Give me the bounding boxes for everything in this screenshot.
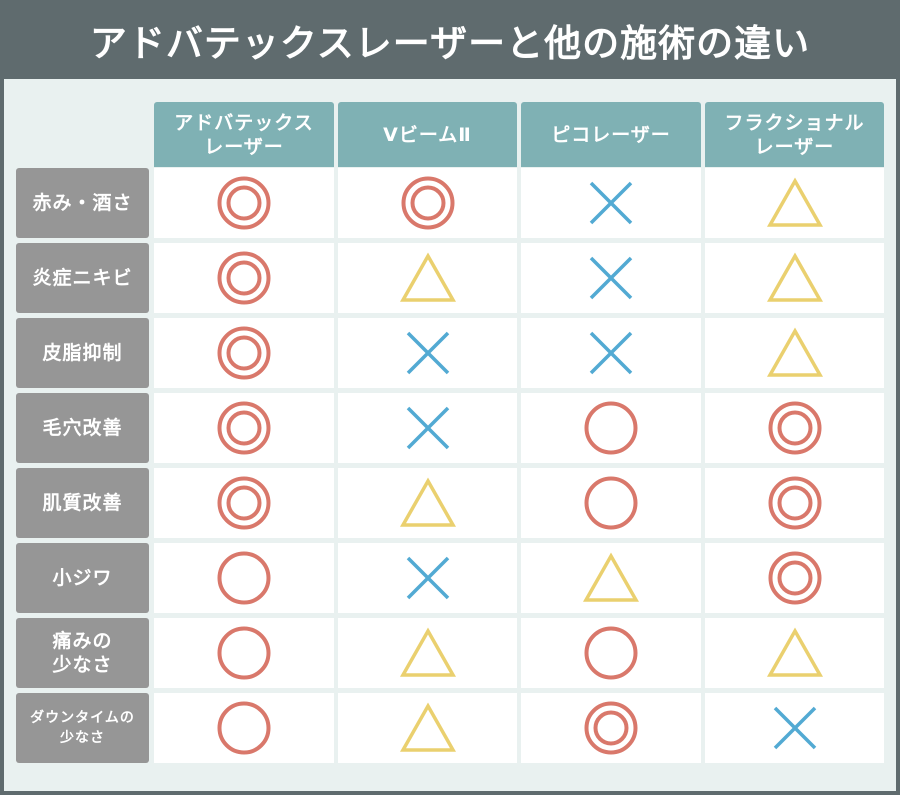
cross-icon — [589, 256, 633, 300]
rating-cell — [521, 243, 701, 313]
rating-cell — [338, 693, 517, 763]
rating-cell — [154, 618, 334, 688]
rating-cell — [154, 393, 334, 463]
row-header: 毛穴改善 — [16, 393, 149, 463]
cross-icon — [406, 331, 449, 375]
row-header: 小ジワ — [16, 543, 149, 613]
double-circle-icon — [217, 176, 271, 230]
triangle-icon — [766, 177, 823, 227]
column-header: アドバテックス レーザー — [154, 102, 334, 167]
rating-cell — [338, 318, 517, 388]
circle-icon — [584, 476, 638, 530]
rating-cell — [154, 693, 334, 763]
row-header: ダウンタイムの 少なさ — [16, 693, 149, 763]
rating-cell — [521, 318, 701, 388]
double-circle-icon — [217, 476, 271, 530]
triangle-icon — [766, 627, 823, 677]
row-header: 炎症ニキビ — [16, 243, 149, 313]
double-circle-icon — [217, 401, 271, 455]
rating-cell — [154, 468, 334, 538]
rating-cell — [521, 468, 701, 538]
cross-icon — [406, 556, 449, 600]
rating-cell — [154, 543, 334, 613]
column-header: ピコレーザー — [521, 102, 701, 167]
row-header: 痛みの 少なさ — [16, 618, 149, 688]
cross-icon — [406, 406, 449, 450]
rating-cell — [338, 243, 517, 313]
triangle-icon — [399, 627, 456, 677]
double-circle-icon — [768, 401, 821, 455]
triangle-icon — [766, 252, 823, 302]
rating-cell — [705, 168, 884, 238]
rating-cell — [154, 243, 334, 313]
triangle-icon — [766, 327, 823, 377]
rating-cell — [705, 393, 884, 463]
circle-icon — [584, 401, 638, 455]
rating-cell — [705, 318, 884, 388]
rating-cell — [705, 693, 884, 763]
rating-cell — [338, 168, 517, 238]
rating-cell — [521, 693, 701, 763]
double-circle-icon — [584, 701, 638, 755]
double-circle-icon — [217, 251, 271, 305]
rating-cell — [705, 543, 884, 613]
rating-cell — [521, 543, 701, 613]
cross-icon — [589, 181, 633, 225]
page-title: アドバテックスレーザーと他の施術の違い — [89, 21, 811, 65]
rating-cell — [521, 618, 701, 688]
circle-icon — [584, 626, 638, 680]
triangle-icon — [399, 477, 456, 527]
rating-cell — [154, 318, 334, 388]
comparison-table: アドバテックス レーザー VビームⅡ ピコレーザー フラクショナル レーザー赤み・酒さ 炎症… — [4, 79, 896, 791]
circle-icon — [217, 551, 271, 605]
column-header: VビームⅡ — [338, 102, 517, 167]
row-header: 赤み・酒さ — [16, 168, 149, 238]
rating-cell — [705, 618, 884, 688]
triangle-icon — [399, 702, 456, 752]
rating-cell — [521, 168, 701, 238]
double-circle-icon — [401, 176, 454, 230]
rating-cell — [338, 618, 517, 688]
double-circle-icon — [768, 551, 821, 605]
cross-icon — [773, 706, 816, 750]
row-header: 肌質改善 — [16, 468, 149, 538]
double-circle-icon — [768, 476, 821, 530]
column-header: フラクショナル レーザー — [705, 102, 884, 167]
rating-cell — [338, 393, 517, 463]
row-header: 皮脂抑制 — [16, 318, 149, 388]
circle-icon — [217, 626, 271, 680]
rating-cell — [521, 393, 701, 463]
rating-cell — [154, 168, 334, 238]
triangle-icon — [399, 252, 456, 302]
cross-icon — [589, 331, 633, 375]
circle-icon — [217, 701, 271, 755]
rating-cell — [338, 468, 517, 538]
rating-cell — [338, 543, 517, 613]
double-circle-icon — [217, 326, 271, 380]
rating-cell — [705, 468, 884, 538]
triangle-icon — [582, 552, 640, 602]
rating-cell — [705, 243, 884, 313]
